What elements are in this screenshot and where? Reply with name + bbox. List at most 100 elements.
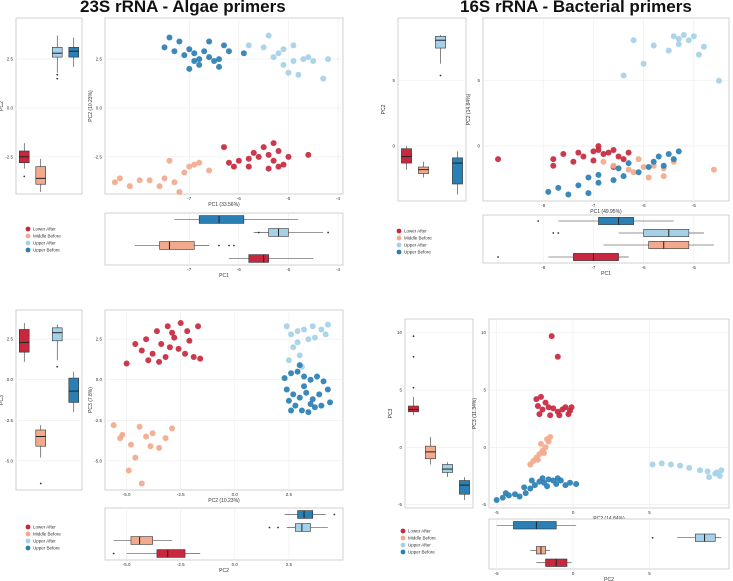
16s_pc2_pc3-ylabel: PC3 (11.34%) bbox=[472, 398, 478, 429]
23s_pc2_box-ytick-label: 2.5 bbox=[7, 57, 14, 62]
16s_pc2_pc3-point-upper-before bbox=[573, 480, 580, 487]
16s_pc1_box-xtick-label: -8 bbox=[541, 265, 545, 270]
16s_pc1_pc2-point-middle-before bbox=[635, 156, 642, 163]
23s_pc1_box-xtick-label: -7 bbox=[187, 267, 191, 272]
23s_pc2_pc3-point-middle-before bbox=[162, 435, 169, 442]
23s_pc2_pc3-point-middle-before bbox=[147, 443, 154, 450]
16s_pc2_pc3-point-middle-before bbox=[534, 456, 541, 463]
23s_pc2_box-ylabel: PC2 bbox=[0, 101, 5, 111]
16s_pc2_pc3-point-upper-after bbox=[716, 472, 723, 479]
16s_pc1_pc2-point-upper-after bbox=[675, 41, 682, 48]
23s_pc1_pc2-point-middle-before bbox=[176, 189, 183, 196]
16s_pc3_box-box-upper-before bbox=[459, 480, 470, 495]
16s_pc1_pc2-point-lower-after bbox=[550, 156, 557, 163]
16s_pc2_pc3-ytick-label: 5 bbox=[483, 388, 486, 393]
23s_pc2_pc3-ytick-label: 0.0 bbox=[96, 377, 103, 382]
16s_pc2_pc3-point-upper-after bbox=[712, 470, 719, 477]
23s_pc2_pc3-point-upper-before bbox=[292, 402, 299, 409]
16s_pc1_pc2-point-middle-before bbox=[610, 162, 617, 169]
23s_pc1_pc2-point-upper-before bbox=[206, 38, 213, 45]
23s_pc1_box-xtick-label: -6 bbox=[237, 267, 241, 272]
16s_pc1_pc2-point-middle-before bbox=[645, 174, 652, 181]
16s_pc1_pc2-xtick-label: -5 bbox=[692, 203, 696, 208]
23s_pc1_pc2-point-upper-before bbox=[171, 48, 178, 55]
23s_pc2_pc3-point-upper-before bbox=[288, 407, 295, 414]
23s_pc2_pc3-point-middle-before bbox=[149, 430, 156, 437]
23s_pc2_pc3-xtick-label: 2.5 bbox=[286, 492, 293, 497]
23s_pc2_box_b-xtick-label: 0.0 bbox=[232, 562, 239, 567]
16s_pc2_pc3-point-upper-after bbox=[677, 462, 684, 469]
23s_pc2_box_b-xtick-label: -5.0 bbox=[123, 562, 131, 567]
legend-23s-bottom-key-lower-after bbox=[25, 524, 31, 530]
23s_pc2_box_b-box-middle-before bbox=[130, 536, 153, 545]
16s_pc2_pc3-point-upper-after bbox=[696, 467, 703, 474]
23s_pc3_box-box-lower-after bbox=[18, 329, 30, 353]
title-23s: 23S rRNA - Algae primers bbox=[80, 0, 286, 16]
16s_pc2_pc3-point-lower-after bbox=[562, 404, 569, 411]
23s_pc2_pc3-point-middle-before bbox=[138, 480, 145, 487]
16s_pc2_pc3-point-upper-after bbox=[704, 468, 711, 475]
16s_pc1_pc2-point-lower-after bbox=[575, 149, 582, 156]
23s_pc1_pc2-point-upper-after bbox=[310, 58, 317, 65]
23s_pc1_box-box-middle-before-outlier bbox=[233, 244, 235, 247]
16s_pc1_pc2-point-lower-after bbox=[620, 156, 627, 163]
23s_pc1_pc2-point-middle-before bbox=[206, 167, 213, 174]
23s_pc3_box-ytick-label: -5.0 bbox=[5, 458, 13, 463]
16s_pc2_pc3-point-upper-before bbox=[493, 496, 500, 503]
legend-16s-bottom-label-lower-after: Lower After bbox=[408, 529, 431, 534]
legend-16s-top-label-middle-before: Middle Before bbox=[404, 236, 432, 241]
legend-16s-top-key-middle-before bbox=[396, 235, 402, 241]
23s_pc2_box-box-lower-after-outlier bbox=[23, 175, 26, 178]
legend-16s-top-label-upper-after: Upper After bbox=[404, 243, 427, 248]
23s_pc2_box-box-upper-before bbox=[68, 47, 80, 58]
16s_pc1_pc2-point-upper-before bbox=[650, 158, 657, 165]
16s_pc2_box_b-box-upper-before bbox=[513, 521, 557, 530]
16s_pc1_pc2-ytick-label: 0 bbox=[477, 144, 480, 149]
16s_pc1_pc2-point-lower-after bbox=[550, 162, 557, 169]
23s_pc2_pc3-xtick-label: 0.0 bbox=[232, 492, 239, 497]
23s_pc1_pc2-point-upper-before bbox=[216, 63, 223, 70]
23s_pc2_pc3-point-lower-after bbox=[177, 319, 184, 326]
23s_pc2_pc3-point-upper-before bbox=[303, 389, 310, 396]
23s_pc2_box_b-box-upper-after-outlier bbox=[268, 526, 271, 529]
23s_pc2_box-box-upper-after bbox=[51, 47, 63, 58]
16s_pc2_box_b-box-upper-after-outlier bbox=[651, 536, 654, 539]
16s_pc2_pc3-point-lower-after bbox=[548, 333, 555, 340]
23s_pc3_box-box-upper-after-outlier bbox=[56, 365, 59, 368]
23s_pc2_pc3-point-upper-before bbox=[327, 399, 334, 406]
23s_pc3_box-ytick-label: 2.5 bbox=[7, 337, 14, 342]
16s_pc2_pc3-xtick-label: 5 bbox=[648, 510, 651, 515]
16s_pc1_pc2-point-upper-before bbox=[565, 191, 572, 198]
23s_pc1_box-xtick-label: -4 bbox=[336, 267, 340, 272]
16s_pc1_pc2-point-upper-after bbox=[650, 42, 657, 49]
23s_pc2_pc3-point-upper-before bbox=[301, 373, 308, 380]
legend-23s-bottom-label-middle-before: Middle Before bbox=[33, 532, 61, 537]
23s_pc1_pc2-point-lower-after bbox=[245, 163, 252, 170]
16s_pc2_pc3-point-upper-after bbox=[658, 460, 665, 467]
16s_pc1_pc2-point-upper-before bbox=[595, 171, 602, 178]
16s_pc1_pc2-point-upper-before bbox=[670, 156, 677, 163]
16s_pc2_pc3-point-lower-after bbox=[534, 403, 541, 410]
16s_pc2_box-ytick-label: 0 bbox=[392, 144, 395, 149]
23s_pc1_pc2-point-lower-after bbox=[275, 163, 282, 170]
23s_pc1_pc2-point-upper-before bbox=[216, 56, 223, 63]
23s_pc1_pc2-point-middle-before bbox=[146, 177, 153, 184]
legend-16s-top-key-upper-after bbox=[396, 242, 402, 248]
16s_pc2_box_b-xtick-label: -5 bbox=[495, 571, 499, 576]
legend-23s-bottom-label-lower-after: Lower After bbox=[33, 525, 56, 530]
16s_pc2_pc3-point-upper-after bbox=[667, 461, 674, 468]
legend-23s-top-label-middle-before: Middle Before bbox=[33, 234, 61, 239]
23s_pc2_pc3-point-middle-before bbox=[136, 423, 143, 430]
23s_pc2_pc3-point-lower-after bbox=[158, 341, 165, 348]
16s_pc2_box_b-box-upper-after bbox=[695, 533, 716, 542]
16s_pc2_box-box-upper-after bbox=[435, 35, 446, 49]
23s_pc2_pc3-point-lower-after bbox=[169, 329, 176, 336]
16s_pc1_pc2-point-upper-before bbox=[620, 173, 627, 180]
16s_pc2_pc3-point-upper-before bbox=[502, 490, 509, 497]
16s_pc1_pc2-point-lower-after bbox=[495, 156, 502, 163]
23s_pc1_pc2-point-upper-before bbox=[196, 61, 203, 68]
16s_pc2_box-box-lower-after bbox=[401, 148, 412, 164]
16s_pc2_pc3-point-middle-before bbox=[542, 444, 549, 451]
legend-23s-bottom-key-upper-after bbox=[25, 538, 31, 544]
23s_pc2_pc3-point-lower-after bbox=[195, 323, 202, 330]
